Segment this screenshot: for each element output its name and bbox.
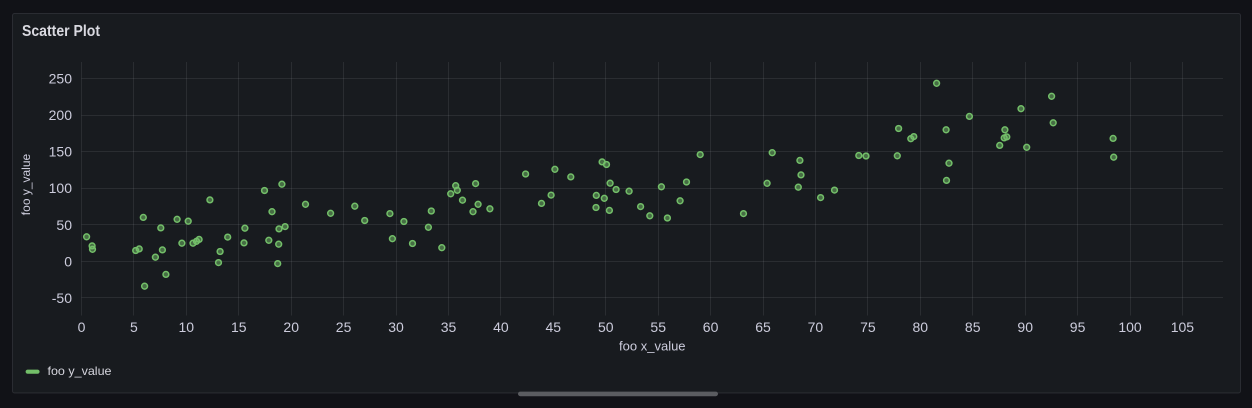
svg-text:200: 200 (49, 107, 73, 123)
svg-text:40: 40 (493, 319, 509, 335)
svg-text:55: 55 (650, 319, 666, 335)
svg-text:75: 75 (860, 319, 876, 335)
svg-text:90: 90 (1017, 319, 1033, 335)
svg-text:50: 50 (56, 217, 72, 233)
svg-text:45: 45 (546, 319, 562, 335)
svg-text:Scatter Plot: Scatter Plot (22, 23, 100, 40)
svg-text:foo y_value: foo y_value (48, 364, 112, 378)
svg-text:85: 85 (965, 319, 981, 335)
svg-text:95: 95 (1070, 319, 1086, 335)
svg-text:250: 250 (49, 71, 73, 87)
svg-text:25: 25 (336, 319, 352, 335)
svg-text:10: 10 (179, 319, 195, 335)
svg-text:5: 5 (130, 319, 138, 335)
svg-text:50: 50 (598, 319, 614, 335)
svg-text:100: 100 (49, 180, 73, 196)
svg-text:15: 15 (231, 319, 247, 335)
svg-text:60: 60 (703, 319, 719, 335)
svg-text:20: 20 (283, 319, 299, 335)
svg-text:105: 105 (1171, 319, 1195, 335)
svg-text:foo x_value: foo x_value (619, 339, 686, 354)
svg-text:100: 100 (1118, 319, 1142, 335)
svg-text:30: 30 (388, 319, 404, 335)
svg-text:0: 0 (78, 319, 86, 335)
svg-text:70: 70 (808, 319, 824, 335)
svg-text:65: 65 (755, 319, 771, 335)
svg-text:35: 35 (441, 319, 457, 335)
svg-text:foo y_value: foo y_value (19, 153, 33, 215)
svg-text:0: 0 (64, 253, 72, 269)
svg-text:80: 80 (913, 319, 929, 335)
svg-text:-50: -50 (52, 290, 72, 306)
svg-text:150: 150 (49, 144, 73, 160)
